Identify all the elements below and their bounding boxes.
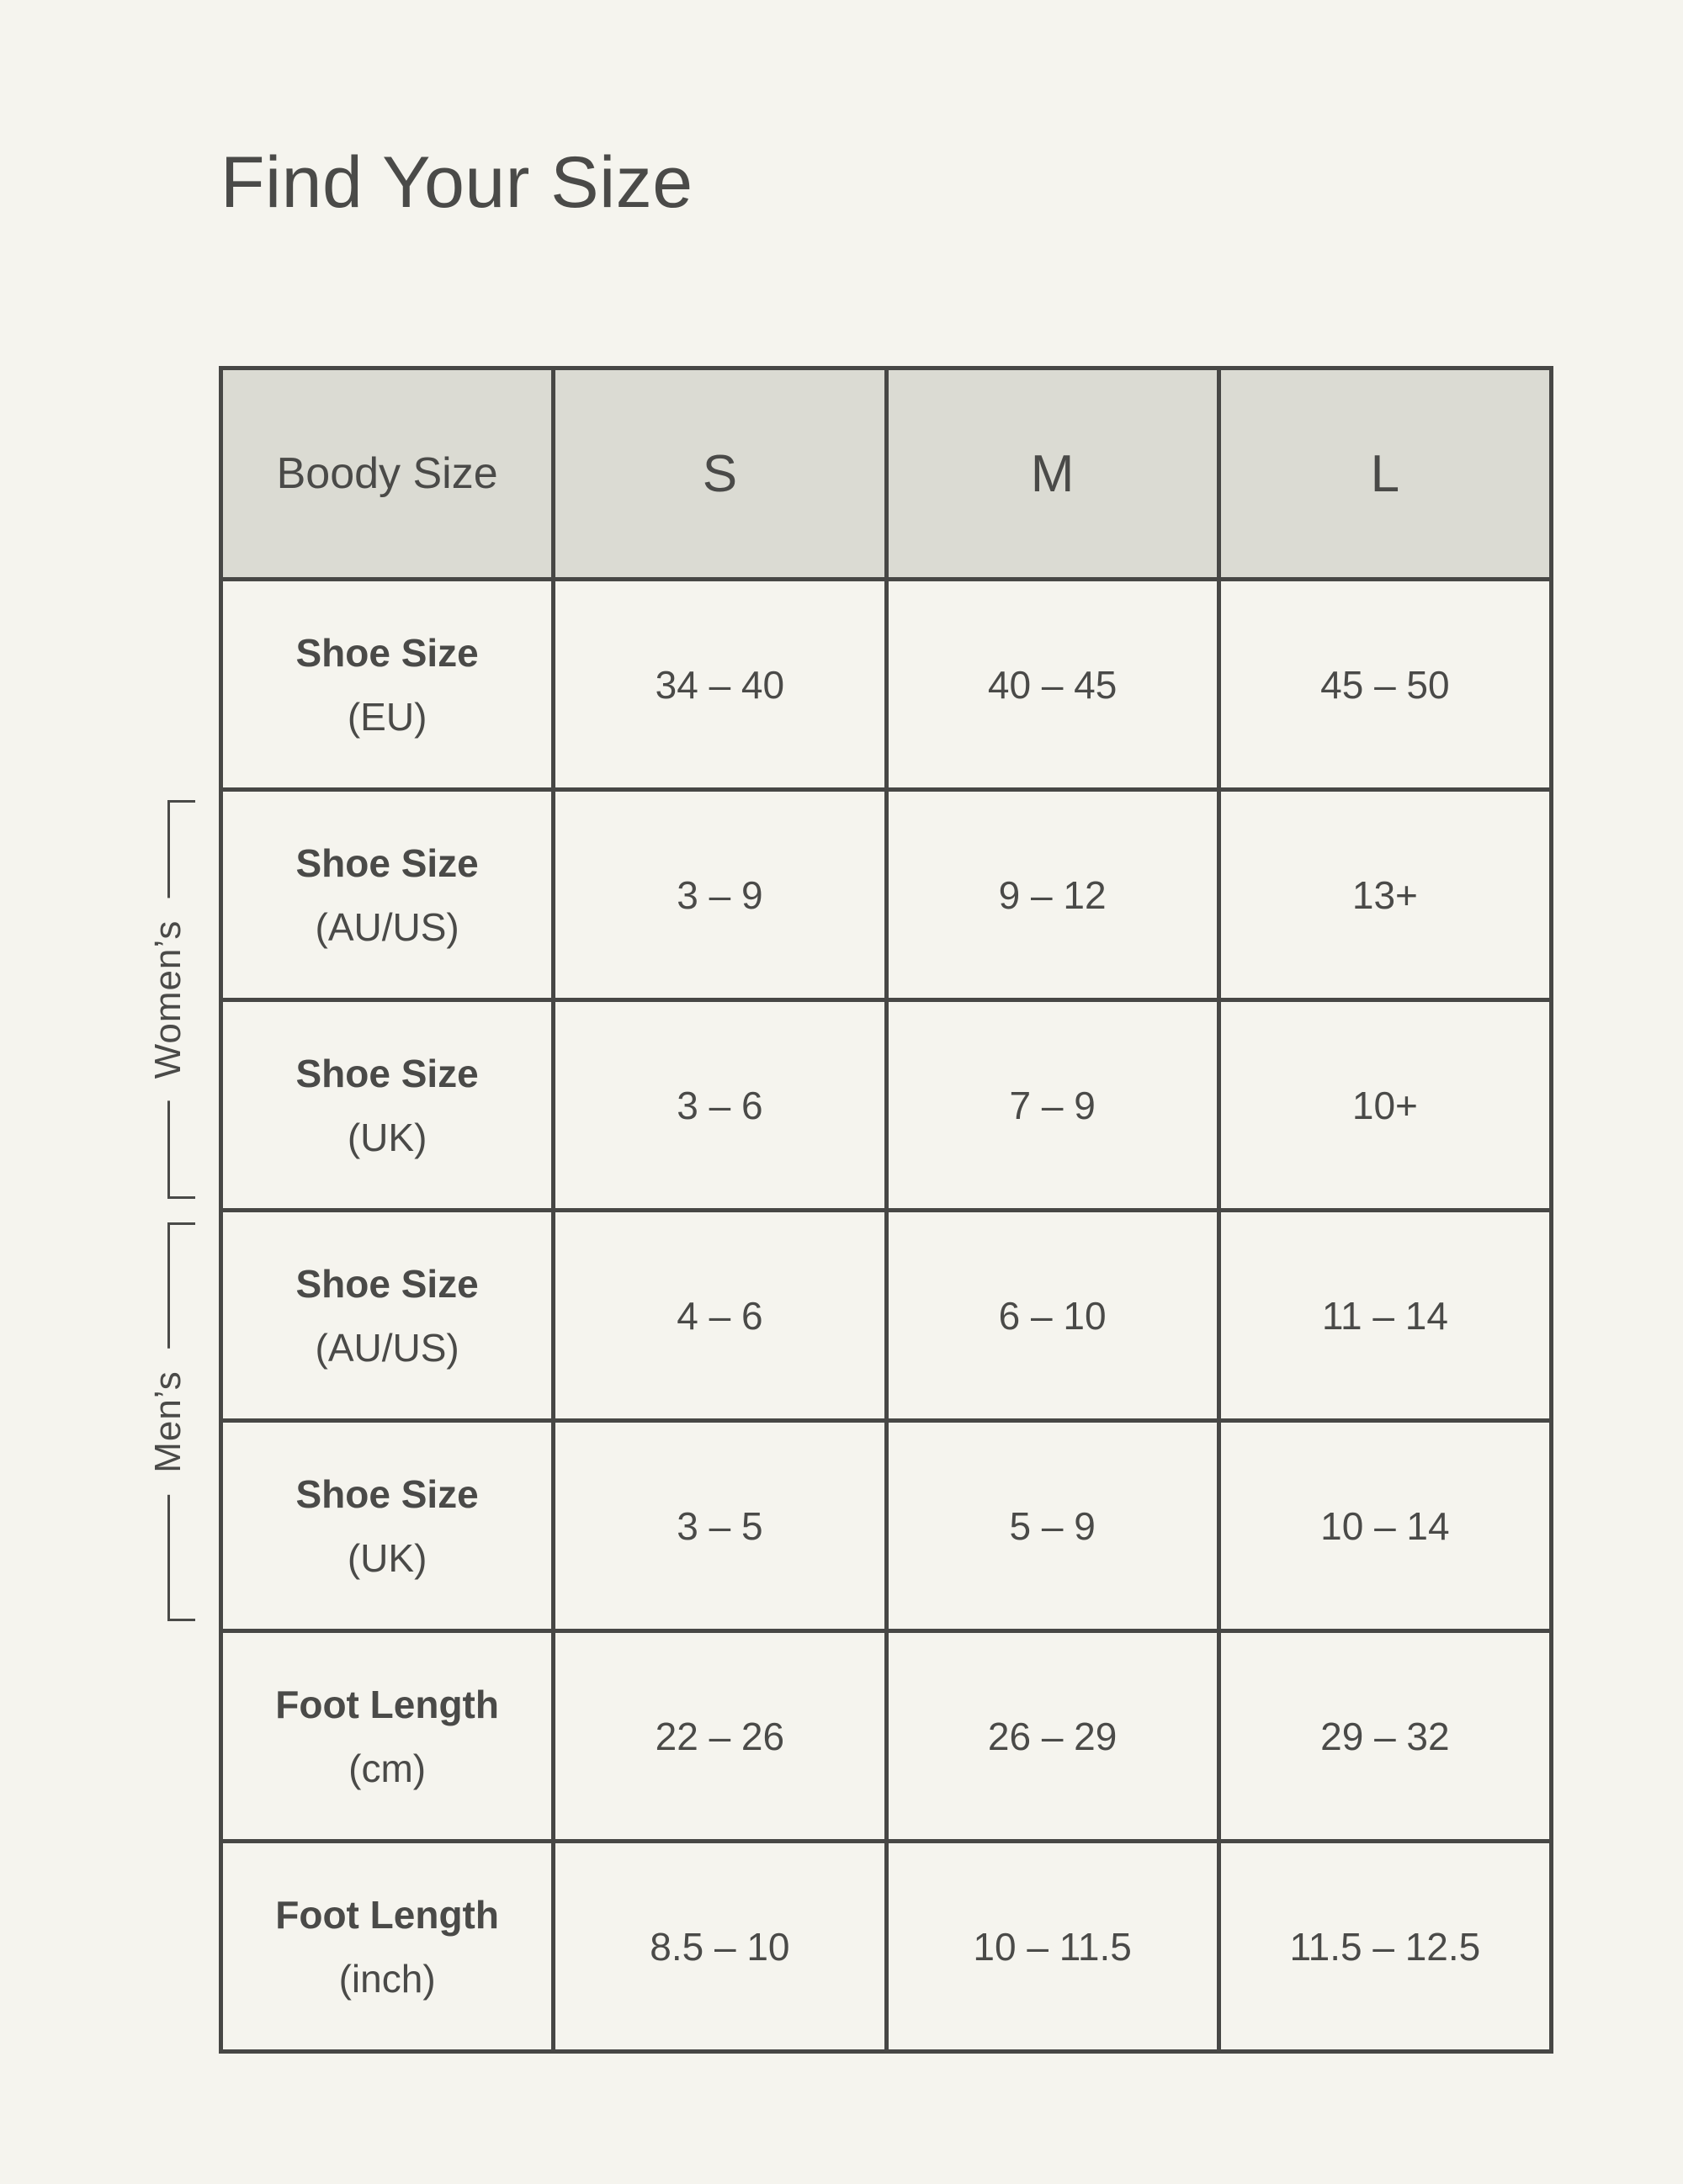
- size-value-cell: 40 – 45: [884, 577, 1221, 792]
- row-label-unit: (inch): [338, 1956, 436, 2001]
- row-label-title: Shoe Size: [295, 1471, 479, 1516]
- size-value-cell: 13+: [1216, 787, 1554, 1002]
- header-cell-size-s: S: [551, 366, 889, 581]
- mens-group-bracket: Men’s: [147, 1222, 195, 1621]
- row-label-unit: (UK): [347, 1115, 427, 1159]
- row-label-cell: Shoe Size (UK): [218, 998, 556, 1212]
- row-label-unit: (cm): [348, 1746, 427, 1790]
- row-label-title: Shoe Size: [295, 630, 479, 675]
- table-row-mens-shoe-size-au-us: Shoe Size (AU/US) 4 – 6 6 – 10 11 – 14: [218, 1208, 1554, 1423]
- size-value-cell: 26 – 29: [884, 1629, 1221, 1843]
- size-value-cell: 9 – 12: [884, 787, 1221, 1002]
- row-label-title: Shoe Size: [295, 1261, 479, 1306]
- header-cell-size-l: L: [1216, 366, 1554, 581]
- row-label-title: Shoe Size: [295, 840, 479, 885]
- row-label-cell: Shoe Size (UK): [218, 1418, 556, 1633]
- size-value-cell: 34 – 40: [551, 577, 889, 792]
- row-label-cell: Shoe Size (AU/US): [218, 1208, 556, 1423]
- table-row-womens-shoe-size-au-us: Shoe Size (AU/US) 3 – 9 9 – 12 13+: [218, 787, 1554, 1002]
- size-value-cell: 10+: [1216, 998, 1554, 1212]
- page-title: Find Your Size: [220, 142, 693, 223]
- table-row-womens-shoe-size-uk: Shoe Size (UK) 3 – 6 7 – 9 10+: [218, 998, 1554, 1212]
- size-value-cell: 11 – 14: [1216, 1208, 1554, 1423]
- size-value-cell: 10 – 11.5: [884, 1839, 1221, 2054]
- size-value-cell: 8.5 – 10: [551, 1839, 889, 2054]
- header-cell-boody-size: Boody Size: [218, 366, 556, 581]
- size-value-cell: 7 – 9: [884, 998, 1221, 1212]
- womens-group-label: Women’s: [147, 898, 189, 1101]
- row-label-cell: Foot Length (cm): [218, 1629, 556, 1843]
- mens-group-label: Men’s: [147, 1349, 189, 1495]
- size-value-cell: 22 – 26: [551, 1629, 889, 1843]
- size-value-cell: 3 – 6: [551, 998, 889, 1212]
- size-value-cell: 4 – 6: [551, 1208, 889, 1423]
- size-value-cell: 10 – 14: [1216, 1418, 1554, 1633]
- table-row-foot-length-inch: Foot Length (inch) 8.5 – 10 10 – 11.5 11…: [218, 1839, 1554, 2054]
- size-value-cell: 3 – 5: [551, 1418, 889, 1633]
- row-label-title: Foot Length: [275, 1892, 499, 1937]
- row-label-unit: (AU/US): [315, 904, 459, 949]
- table-row-shoe-size-eu: Shoe Size (EU) 34 – 40 40 – 45 45 – 50: [218, 577, 1554, 792]
- row-label-unit: (EU): [347, 694, 427, 739]
- row-label-title: Shoe Size: [295, 1051, 479, 1095]
- size-value-cell: 45 – 50: [1216, 577, 1554, 792]
- header-row: Boody Size S M L: [218, 366, 1554, 581]
- size-value-cell: 5 – 9: [884, 1418, 1221, 1633]
- row-label-cell: Shoe Size (AU/US): [218, 787, 556, 1002]
- row-label-unit: (UK): [347, 1535, 427, 1580]
- size-value-cell: 29 – 32: [1216, 1629, 1554, 1843]
- row-label-cell: Foot Length (inch): [218, 1839, 556, 2054]
- table-row-mens-shoe-size-uk: Shoe Size (UK) 3 – 5 5 – 9 10 – 14: [218, 1418, 1554, 1633]
- size-value-cell: 6 – 10: [884, 1208, 1221, 1423]
- row-label-cell: Shoe Size (EU): [218, 577, 556, 792]
- size-value-cell: 11.5 – 12.5: [1216, 1839, 1554, 2054]
- table-row-foot-length-cm: Foot Length (cm) 22 – 26 26 – 29 29 – 32: [218, 1629, 1554, 1843]
- row-label-title: Foot Length: [275, 1682, 499, 1726]
- womens-group-bracket: Women’s: [147, 800, 195, 1199]
- size-chart-table: Boody Size S M L Shoe Size (EU) 34 – 40 …: [218, 366, 1554, 2054]
- size-value-cell: 3 – 9: [551, 787, 889, 1002]
- row-label-unit: (AU/US): [315, 1325, 459, 1370]
- header-cell-size-m: M: [884, 366, 1221, 581]
